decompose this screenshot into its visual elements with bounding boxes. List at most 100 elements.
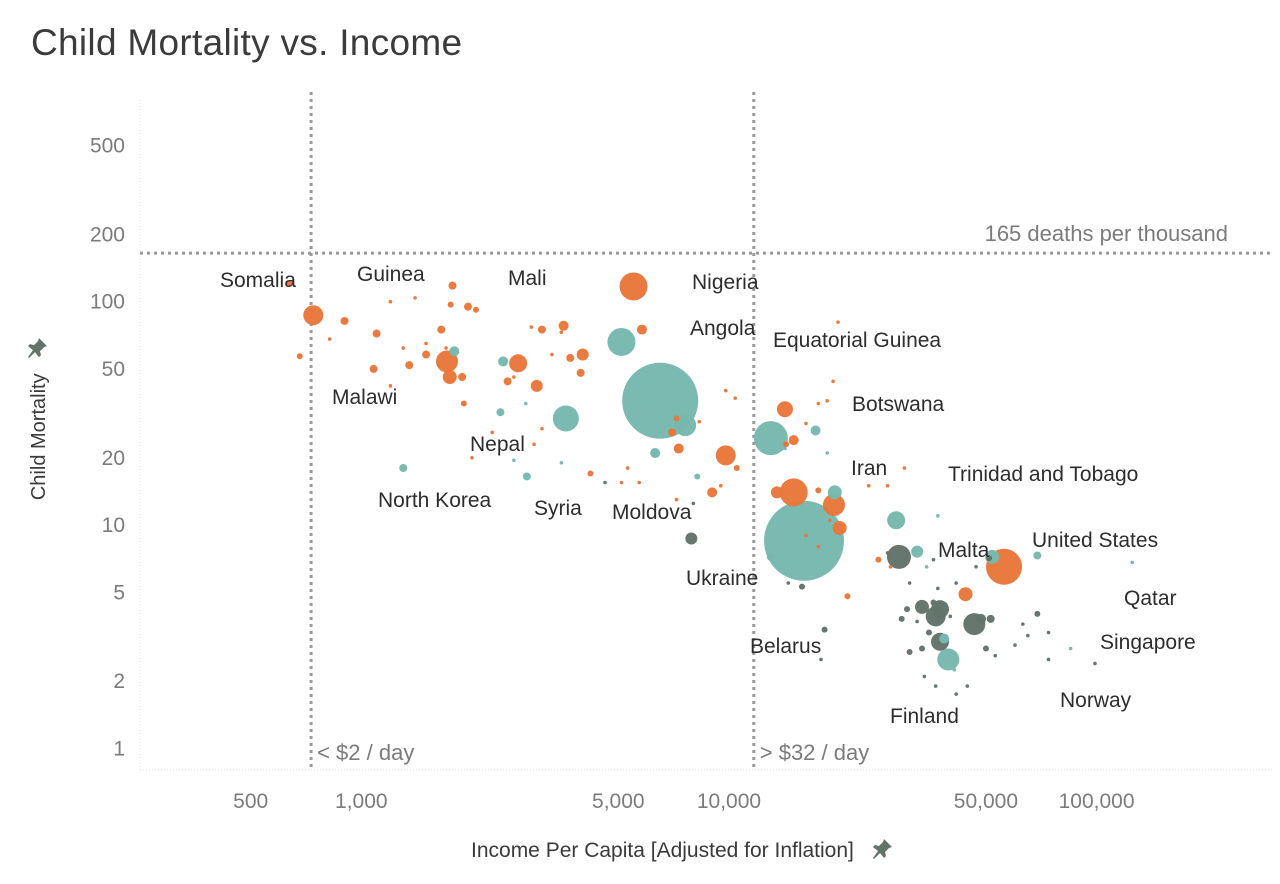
data-point <box>388 384 393 388</box>
data-point <box>449 346 460 357</box>
data-point <box>911 545 924 558</box>
data-point <box>1093 661 1097 666</box>
x-tick-label: 10,000 <box>697 790 761 813</box>
data-point <box>1046 657 1051 662</box>
data-point <box>887 511 906 530</box>
data-point <box>523 401 528 406</box>
data-point <box>405 361 414 370</box>
data-point <box>463 302 472 311</box>
data-point <box>401 346 406 350</box>
y-tick-label: 100 <box>90 291 125 314</box>
y-tick-label: 10 <box>102 514 125 537</box>
pin-icon[interactable] <box>25 336 49 360</box>
data-point <box>798 583 805 590</box>
data-point <box>936 513 940 518</box>
y-tick-label: 1 <box>113 737 125 760</box>
data-point <box>372 329 381 338</box>
data-point <box>512 375 516 379</box>
data-point <box>931 557 936 562</box>
x-axis-label: Income Per Capita [Adjusted for Inflatio… <box>471 839 854 862</box>
data-point <box>636 324 647 335</box>
data-point <box>558 320 569 331</box>
data-point <box>827 485 842 500</box>
data-point <box>509 354 528 373</box>
data-point <box>924 565 929 569</box>
data-point <box>603 480 607 485</box>
data-point <box>607 327 636 356</box>
data-point <box>844 593 851 600</box>
x-tick-label: 1,000 <box>335 790 388 813</box>
data-point <box>993 653 998 658</box>
data-point <box>619 272 648 301</box>
data-point <box>566 353 575 362</box>
data-point <box>723 388 728 393</box>
data-point <box>522 472 531 481</box>
chart-title: Child Mortality vs. Income <box>31 22 463 63</box>
data-point <box>674 497 679 502</box>
data-point <box>786 581 791 585</box>
country-label: Syria <box>534 497 582 520</box>
data-point <box>559 330 564 335</box>
data-point <box>287 280 294 287</box>
data-point <box>764 500 845 581</box>
data-point <box>1033 551 1042 560</box>
data-point <box>937 648 960 671</box>
data-point <box>821 626 828 633</box>
country-label: Belarus <box>750 635 821 658</box>
data-point <box>804 533 808 538</box>
data-point <box>707 487 718 498</box>
data-point <box>490 430 495 435</box>
y-axis-title: Child Mortality <box>25 336 51 500</box>
country-label: Equatorial Guinea <box>773 329 941 352</box>
x-axis-title: Income Per Capita [Adjusted for Inflatio… <box>471 837 894 863</box>
data-point <box>537 325 546 334</box>
data-point <box>974 565 978 569</box>
data-point <box>413 296 417 300</box>
data-point <box>1026 633 1030 638</box>
data-point <box>444 346 448 350</box>
country-label: Somalia <box>220 269 296 292</box>
data-point <box>822 493 845 516</box>
data-point <box>832 520 847 535</box>
data-point <box>886 544 911 569</box>
data-point <box>783 441 790 448</box>
data-point <box>388 299 393 304</box>
data-point <box>866 483 871 488</box>
data-point <box>673 443 684 454</box>
country-label: Malta <box>938 539 990 562</box>
data-point <box>1013 643 1017 647</box>
country-label: Malawi <box>332 386 397 409</box>
data-point <box>668 428 677 437</box>
data-point <box>779 478 808 507</box>
data-point <box>885 483 890 488</box>
country-label: Ukraine <box>686 567 758 590</box>
data-point <box>965 684 970 688</box>
data-point <box>915 619 919 624</box>
data-point <box>460 400 467 407</box>
country-label: Qatar <box>1124 587 1177 610</box>
data-point <box>958 587 973 602</box>
data-point <box>1130 560 1135 565</box>
country-label: Nigeria <box>692 271 759 294</box>
data-point <box>902 466 907 470</box>
data-point <box>718 483 723 488</box>
data-point <box>898 615 905 622</box>
data-point <box>327 337 332 341</box>
reference-line-label: > $32 / day <box>760 740 869 765</box>
country-label: Guinea <box>357 263 425 286</box>
data-point <box>552 405 579 432</box>
data-point <box>1021 622 1025 626</box>
data-point <box>697 419 702 424</box>
data-point <box>948 614 953 619</box>
data-point <box>907 581 912 585</box>
data-point <box>369 364 378 373</box>
country-label: Mali <box>508 267 547 290</box>
data-point <box>550 352 554 357</box>
x-tick-label: 100,000 <box>1059 790 1135 813</box>
pin-icon[interactable] <box>870 837 894 861</box>
data-point <box>458 373 467 382</box>
data-point <box>986 555 993 562</box>
axis-ticks: 1 2 5 10 20 50 100 200 500 500 1,000 5,000 10,000 50,… <box>90 135 1135 813</box>
data-point <box>788 435 799 446</box>
